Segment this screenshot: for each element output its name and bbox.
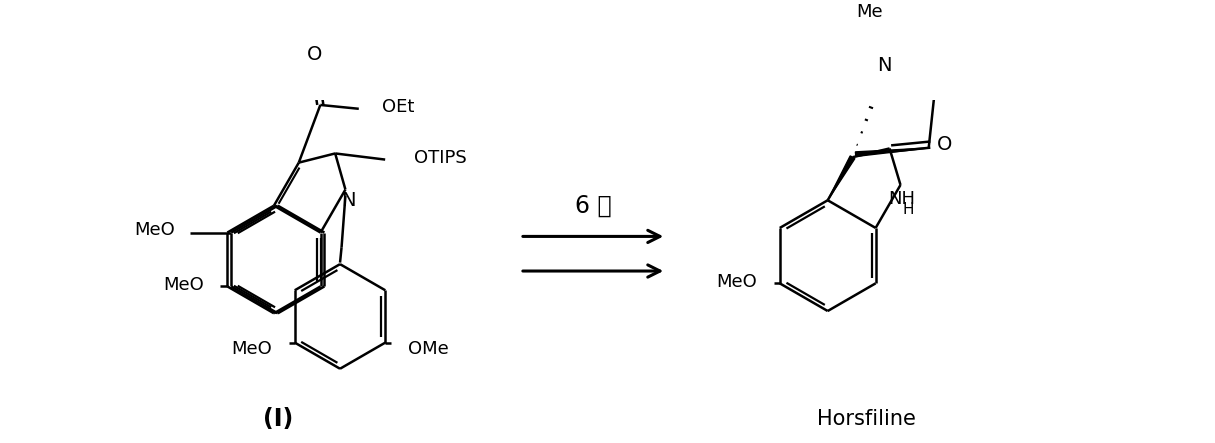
Text: MeO: MeO (164, 276, 204, 294)
Text: OEt: OEt (382, 98, 414, 116)
Text: O: O (306, 45, 322, 64)
Text: (I): (I) (262, 407, 293, 431)
Text: OMe: OMe (408, 340, 450, 358)
Text: Horsfiline: Horsfiline (816, 409, 916, 429)
Text: MeO: MeO (716, 273, 757, 291)
Text: H: H (903, 202, 914, 217)
Text: N: N (341, 191, 356, 210)
Text: Me: Me (857, 3, 883, 21)
Text: MeO: MeO (135, 221, 175, 239)
Polygon shape (827, 156, 855, 200)
Polygon shape (855, 148, 928, 156)
Text: 6 步: 6 步 (575, 194, 611, 218)
Text: OTIPS: OTIPS (414, 149, 467, 167)
Text: NH: NH (888, 190, 916, 208)
Text: O: O (937, 135, 951, 154)
Text: MeO: MeO (231, 340, 272, 358)
Text: N: N (877, 56, 892, 75)
